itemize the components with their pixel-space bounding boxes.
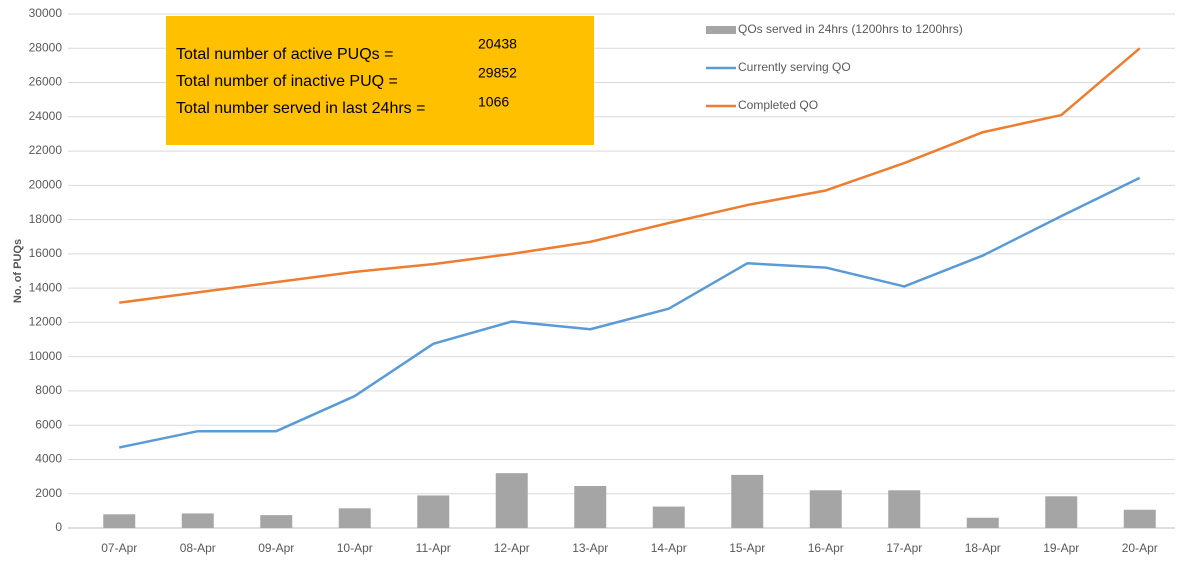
bar [966,517,999,528]
x-tick-label: 19-Apr [1043,541,1079,555]
y-tick-label: 10000 [29,349,63,363]
y-tick-label: 6000 [35,417,62,431]
x-tick-label: 17-Apr [886,541,922,555]
annotation-value: 29852 [478,65,517,81]
x-tick-label: 12-Apr [494,541,530,555]
x-tick-label: 20-Apr [1122,541,1158,555]
y-tick-label: 20000 [29,178,63,192]
y-axis-label: No. of PUQs [12,239,24,303]
x-tick-label: 14-Apr [651,541,687,555]
bar [888,490,921,528]
y-tick-label: 12000 [29,315,63,329]
y-tick-label: 14000 [29,280,63,294]
bar [731,474,764,528]
bar [495,473,528,528]
bar [652,506,685,528]
annotation-label: Total number served in last 24hrs = [176,100,425,117]
x-tick-label: 07-Apr [101,541,137,555]
annotation-box [166,16,594,145]
y-tick-label: 26000 [29,75,63,89]
y-tick-label: 16000 [29,246,63,260]
bar [181,513,214,528]
legend-label: Currently serving QO [738,60,851,74]
bar [103,514,136,528]
y-tick-label: 0 [55,520,62,534]
x-tick-label: 16-Apr [808,541,844,555]
y-tick-label: 30000 [29,6,63,20]
x-tick-label: 09-Apr [258,541,294,555]
bar [260,515,293,528]
bar [1123,509,1156,528]
annotation-label: Total number of active PUQs = [176,46,393,63]
y-tick-label: 2000 [35,486,62,500]
line [118,176,1141,449]
line [119,47,1141,304]
y-tick-label: 22000 [29,143,63,157]
x-tick-label: 10-Apr [337,541,373,555]
bar [574,486,607,528]
x-tick-label: 15-Apr [729,541,765,555]
y-tick-label: 18000 [29,212,63,226]
y-tick-label: 28000 [29,40,63,54]
bar [809,490,842,528]
bar [417,495,450,528]
legend-label: QOs served in 24hrs (1200hrs to 1200hrs) [738,22,963,36]
bar [338,508,371,528]
bar [1045,496,1078,528]
x-tick-label: 13-Apr [572,541,608,555]
x-tick-label: 18-Apr [965,541,1001,555]
y-tick-label: 4000 [35,452,62,466]
legend-label: Completed QO [738,98,818,112]
annotation-value: 20438 [478,36,517,52]
legend-swatch [706,26,736,34]
annotation-value: 1066 [478,94,509,110]
y-tick-label: 8000 [35,383,62,397]
annotation-label: Total number of inactive PUQ = [176,73,398,90]
y-tick-label: 24000 [29,109,63,123]
x-tick-label: 11-Apr [416,541,451,555]
x-tick-label: 08-Apr [180,541,216,555]
